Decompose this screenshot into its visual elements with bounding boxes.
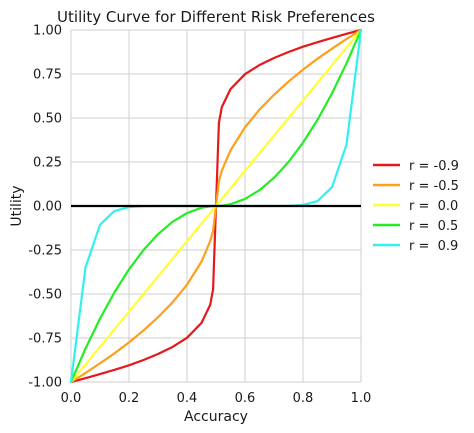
legend-label: r = 0.5 bbox=[409, 219, 458, 234]
y-tick-label: 0.75 bbox=[33, 68, 62, 83]
x-tick-label: 0.6 bbox=[235, 391, 256, 406]
legend-label: r = 0.9 bbox=[409, 239, 458, 254]
legend-label: r = 0.0 bbox=[409, 199, 458, 214]
x-tick-label: 0.8 bbox=[293, 391, 314, 406]
y-axis-label: Utility bbox=[9, 185, 25, 226]
y-tick-label: 0.00 bbox=[33, 200, 62, 215]
y-tick-label: -0.25 bbox=[28, 244, 62, 259]
x-tick-label: 0.4 bbox=[177, 391, 198, 406]
legend-label: r = -0.9 bbox=[409, 159, 459, 174]
x-tick-label: 0.2 bbox=[119, 391, 140, 406]
y-tick-label: 0.25 bbox=[33, 156, 62, 171]
y-tick-label: 0.50 bbox=[33, 112, 62, 127]
tick-labels: 0.0 0.2 0.4 0.6 0.8 1.0 1.00 0.75 0.50 0.25 0.00 -0… bbox=[28, 24, 371, 407]
y-tick-label: 1.00 bbox=[33, 24, 62, 39]
x-tick-label: 0.0 bbox=[61, 391, 82, 406]
legend-label: r = -0.5 bbox=[409, 179, 459, 194]
y-tick-label: -0.50 bbox=[28, 288, 62, 303]
x-axis-label: Accuracy bbox=[184, 409, 248, 425]
x-tick-label: 1.0 bbox=[351, 391, 372, 406]
chart-title: Utility Curve for Different Risk Prefere… bbox=[57, 8, 375, 26]
y-tick-label: -0.75 bbox=[28, 332, 62, 347]
y-tick-label: -1.00 bbox=[28, 376, 62, 391]
legend: r = -0.9 r = -0.5 r = 0.0 r = 0.5 r = 0.9 bbox=[373, 159, 459, 254]
